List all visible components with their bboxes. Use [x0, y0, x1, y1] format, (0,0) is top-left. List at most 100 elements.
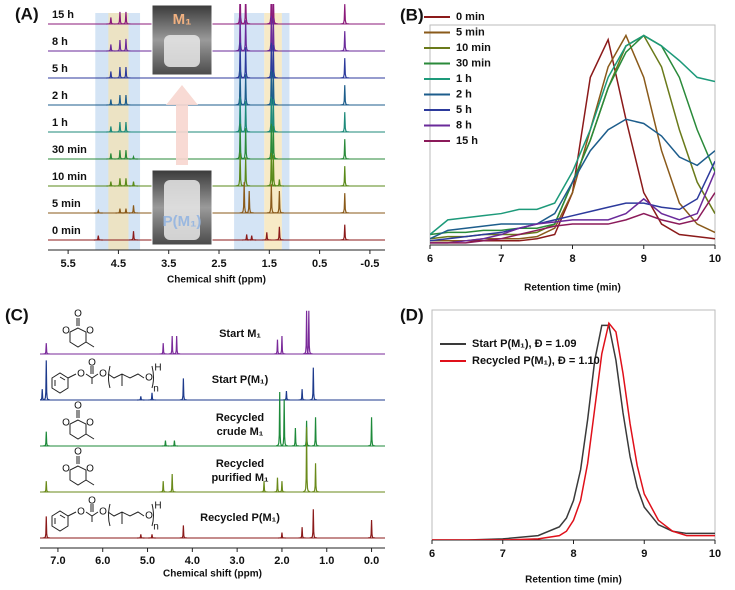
- series-line: [430, 192, 715, 244]
- legend-label: Start P(M₁), Đ = 1.09: [472, 338, 577, 350]
- x-tick-label: 5.0: [140, 555, 155, 567]
- nmr-peak: [278, 481, 286, 493]
- x-tick-label: 7.0: [50, 555, 65, 567]
- chemical-structure: OO O: [62, 447, 95, 486]
- vial: [164, 180, 200, 240]
- nmr-peak: [340, 193, 350, 214]
- x-tick-label: 7: [498, 253, 504, 265]
- trace-label: 30 min: [52, 144, 87, 156]
- bond: [67, 366, 145, 386]
- bond: [69, 465, 87, 486]
- series-line: [432, 324, 715, 540]
- lines: [432, 321, 715, 540]
- series-line: [430, 118, 715, 240]
- nmr-peak: [159, 481, 167, 493]
- nmr-peak: [106, 17, 116, 25]
- atom-label: O: [145, 373, 153, 384]
- nmr-peak: [106, 181, 116, 187]
- x-tick-label: -0.5: [360, 258, 379, 270]
- nmr-peak: [93, 208, 103, 214]
- nmr-peak: [268, 98, 278, 133]
- nmr-peak: [367, 519, 376, 539]
- nmr-peak: [173, 335, 181, 355]
- x-tick-label: 4.5: [111, 258, 126, 270]
- nmr-peak: [241, 157, 251, 187]
- x-tick-label: 7: [500, 548, 506, 560]
- bond: [76, 456, 80, 464]
- nmr-peak: [121, 11, 131, 25]
- x-tick-label: 0.0: [364, 555, 379, 567]
- trace-label: Recycled: [216, 412, 264, 424]
- nmr-peak: [148, 392, 156, 401]
- x-axis-label: Retention time (min): [525, 575, 622, 586]
- nmr-peak: [262, 232, 272, 241]
- series-line: [430, 171, 715, 244]
- series-line: [430, 34, 715, 236]
- chemical-structure: OOO OnH: [51, 358, 162, 395]
- nmr-peak: [268, 4, 278, 25]
- nmr-peak: [340, 112, 350, 133]
- x-tick-label: 3.5: [161, 258, 176, 270]
- nmr-peak: [179, 378, 187, 401]
- trace-label: Start P(M₁): [212, 374, 269, 386]
- nmr-peak: [280, 399, 288, 447]
- atom-label: O: [62, 326, 70, 337]
- nmr-peak: [121, 150, 131, 160]
- atom-label: O: [86, 418, 94, 429]
- x-tick-label: 5.5: [60, 258, 75, 270]
- chemical-structure: OO O: [62, 401, 95, 440]
- nmr-peak: [161, 440, 170, 447]
- x-tick-label: 2.5: [211, 258, 226, 270]
- x-axis-label: Chemical shift (ppm): [167, 275, 266, 286]
- nmr-peak: [42, 431, 50, 447]
- atom-label: H: [154, 501, 161, 512]
- atom-label: O: [88, 496, 96, 507]
- legend-label: 8 h: [456, 119, 472, 131]
- legend-label: 5 min: [456, 26, 485, 38]
- nmr-peak: [273, 339, 282, 355]
- bond: [85, 341, 95, 348]
- trace-label: 5 h: [52, 63, 68, 75]
- arrow: [166, 85, 198, 165]
- nmr-peak: [273, 477, 282, 493]
- bond: [51, 510, 69, 532]
- trace-label: Recycled: [216, 458, 264, 470]
- nmr-peak: [266, 4, 276, 25]
- bond: [76, 410, 80, 418]
- nmr-peak: [268, 125, 278, 160]
- atom-label: O: [74, 401, 82, 412]
- bond: [69, 419, 87, 440]
- nmr-peak: [291, 427, 299, 447]
- nmr-peak: [241, 4, 251, 25]
- nmr-peak: [278, 532, 286, 539]
- bond: [67, 504, 145, 524]
- x-tick-label: 1.5: [262, 258, 277, 270]
- nmr-peak: [42, 481, 50, 493]
- nmr-peak: [159, 343, 167, 355]
- trace-label: purified M₁: [211, 472, 269, 484]
- x-tick-label: 8: [569, 253, 575, 265]
- nmr-peak: [266, 69, 276, 106]
- x-tick-label: 2.0: [274, 555, 289, 567]
- atom-label: O: [88, 358, 96, 369]
- atom-label: O: [86, 464, 94, 475]
- nmr-peak: [278, 335, 286, 355]
- nmr-peak: [266, 123, 276, 160]
- nmr-peak: [268, 17, 278, 52]
- legend-label: 0 min: [456, 11, 485, 23]
- nmr-peak: [367, 417, 376, 447]
- nmr-peak: [260, 481, 268, 493]
- x-tick-label: 9: [641, 253, 647, 265]
- atom-label: O: [99, 507, 107, 518]
- nmr-peak: [93, 235, 103, 241]
- nmr-peak: [241, 101, 251, 133]
- x-axis-label: Chemical shift (ppm): [163, 569, 262, 580]
- x-tick-label: 6: [427, 253, 433, 265]
- x-tick-label: 0.5: [312, 258, 327, 270]
- x-tick-label: 6: [429, 548, 435, 560]
- legend-label: 1 h: [456, 73, 472, 85]
- nmr-peak: [340, 224, 350, 241]
- bond: [85, 479, 95, 486]
- x-tick-label: 4.0: [185, 555, 200, 567]
